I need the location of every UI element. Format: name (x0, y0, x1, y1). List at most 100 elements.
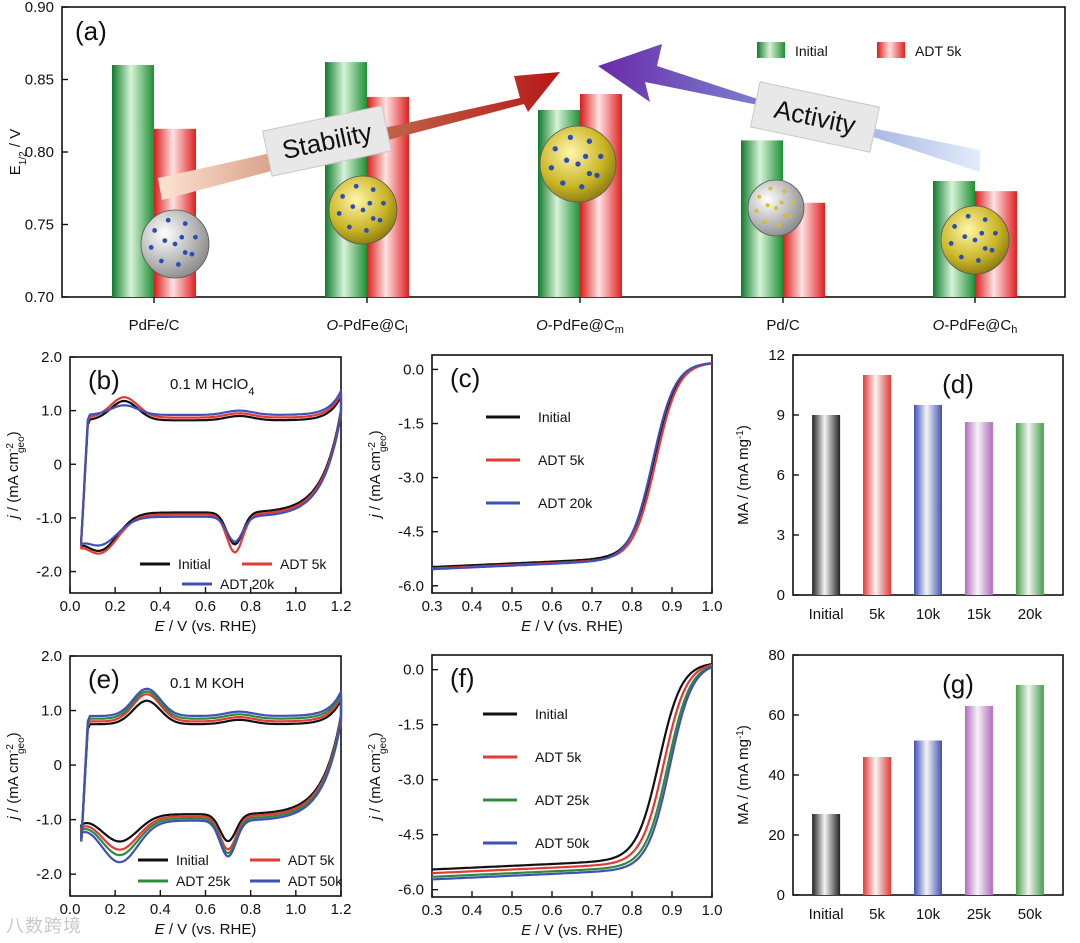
y-tick-label: 0.90 (25, 0, 54, 16)
label-subscript: geo (378, 737, 389, 754)
label-part: ) (5, 431, 22, 436)
panel-d: 0 3 6 9 12 MA / (mA mg-1) (d) Initial 5k 10k 15k 20… (735, 347, 1064, 623)
label-italic-prefix: O (933, 317, 945, 334)
sphere-atom (594, 172, 600, 179)
label-subscript: geo (16, 737, 27, 754)
sphere-atom (563, 157, 570, 163)
particle-o-pdfe-cl (328, 175, 398, 245)
label-part: ) (367, 732, 384, 737)
sphere-atom (989, 247, 995, 253)
y-tick-label: 9 (777, 407, 785, 424)
label-part: ) (5, 732, 22, 737)
sphere-atom (579, 184, 585, 190)
sphere-atom (159, 258, 164, 264)
panel-label: (b) (88, 365, 120, 395)
particle-pdfe-c (140, 209, 210, 279)
y-tick-label: -4.5 (398, 827, 424, 844)
legend-label: ADT 20k (220, 576, 275, 592)
x-category-label: Pd/C (766, 317, 800, 334)
x-tick-label: 1.2 (331, 598, 352, 615)
sphere-atom (762, 220, 767, 224)
condition-label: 0.1 M KOH (170, 675, 244, 692)
x-tick-label: 0.0 (60, 598, 81, 615)
x-category-label: 15k (967, 606, 992, 623)
bar (812, 814, 841, 895)
watermark: 八数跨境 (6, 916, 82, 936)
x-category-label: O-PdFe@Ch (933, 317, 1018, 336)
lsv-curve (431, 663, 713, 875)
x-tick-label: 0.8 (240, 901, 261, 918)
x-axis-label: E / V (vs. RHE) (155, 921, 257, 938)
x-category-label: 10k (916, 906, 941, 923)
y-axis-label: E1/2 / V (7, 129, 29, 175)
sphere-atom (993, 230, 998, 236)
label-subscript: geo (378, 435, 389, 452)
x-axis-label: E / V (vs. RHE) (521, 618, 623, 635)
x-tick-label: 0.7 (582, 598, 603, 615)
sphere-atom (377, 217, 383, 223)
x-category-label: 10k (916, 606, 941, 623)
x-tick-label: 0.0 (60, 901, 81, 918)
sphere-atom (350, 204, 356, 209)
sphere-atom (965, 213, 971, 219)
panel-label: (c) (450, 363, 480, 393)
y-tick-label: 0 (777, 887, 785, 904)
bar (812, 415, 841, 595)
x-tick-label: 1.0 (285, 598, 306, 615)
legend-label: ADT 25k (535, 792, 590, 808)
sphere-atom (768, 186, 773, 191)
bar (863, 375, 892, 595)
x-tick-label: 0.4 (462, 598, 483, 615)
x-tick-label: 0.5 (502, 902, 523, 919)
y-tick-label: 80 (768, 647, 785, 664)
sphere-atom (336, 211, 342, 216)
label-part: / V (7, 129, 24, 152)
cv-curve (80, 392, 343, 555)
label-superscript: -1 (735, 430, 746, 439)
x-tick-label: 0.3 (422, 598, 443, 615)
x-category-label: 5k (869, 906, 885, 923)
x-tick-label: 0.9 (662, 598, 683, 615)
sphere-atom (182, 250, 188, 255)
label-part: MA / (mA mg (735, 439, 752, 525)
bar (964, 706, 993, 895)
sphere-atom (598, 153, 604, 160)
y-axis-label: j / (mA cm-2geo) (367, 732, 389, 821)
y-tick-label: -6.0 (398, 578, 424, 595)
label-subscript: 1/2 (18, 151, 29, 165)
x-tick-label: 0.2 (105, 598, 126, 615)
y-tick-label: -1.0 (36, 812, 62, 829)
x-tick-label: 0.6 (542, 598, 563, 615)
label-part: / V (vs. RHE) (531, 922, 623, 939)
particle-o-pdfe-cm (539, 125, 617, 203)
bar (914, 740, 942, 895)
cv-curve (80, 395, 343, 552)
label-italic: j (5, 515, 22, 521)
legend-label: ADT 25k (176, 873, 231, 889)
legend-swatch-adt5k (877, 42, 905, 58)
label-part: - (338, 317, 343, 334)
sphere-atom (586, 138, 593, 144)
label-italic-prefix: O (326, 317, 338, 334)
sphere-atom (962, 234, 968, 239)
x-axis-label: E / V (vs. RHE) (521, 922, 623, 939)
sphere-atom (982, 246, 988, 251)
x-tick-label: 0.3 (422, 902, 443, 919)
label-part: 0.1 M HClO (170, 376, 248, 393)
x-tick-label: 0.8 (622, 902, 643, 919)
panel-label: (d) (942, 369, 974, 399)
stability-label-box (261, 105, 393, 177)
y-axis-label: MA / (mA mg-1) (735, 725, 753, 825)
sphere-atom (152, 228, 157, 233)
sphere-atom (364, 228, 369, 233)
activity-label-box (749, 81, 881, 153)
sphere-atom (976, 258, 981, 263)
lsv-curve (431, 665, 713, 881)
panel-e: -2.0 -1.0 0 1.0 2.0 0.0 0.2 0.4 0.6 0.8 1.0 1.2 j / … (5, 648, 352, 938)
x-category-label: Initial (809, 906, 844, 923)
legend-label: Initial (178, 556, 211, 572)
label-italic: E (155, 921, 166, 938)
sphere-atom (552, 146, 558, 152)
panel-label: (a) (75, 16, 107, 46)
y-axis-label: j / (mA cm-2geo) (5, 732, 27, 821)
